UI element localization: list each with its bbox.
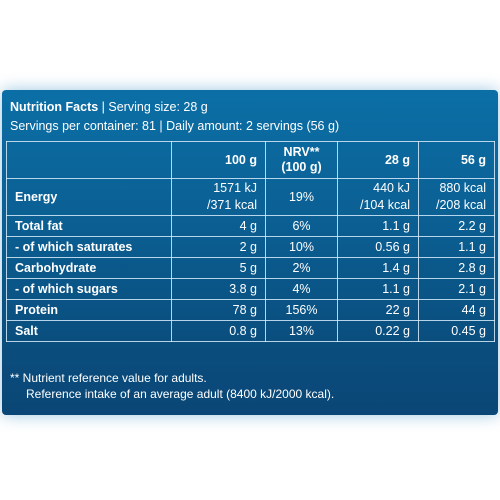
value-100g: 4 g	[171, 215, 266, 237]
value-56g: 2.8 g	[418, 257, 495, 279]
value-100g: 5 g	[171, 257, 266, 279]
table-row: - of which sugars 3.8 g 4% 1.1 g 2.1 g	[6, 278, 495, 300]
col-header-nrv: NRV** (100 g)	[265, 141, 338, 179]
value-nrv: 2%	[265, 257, 338, 279]
energy-100g: 1571 kJ/371 kcal	[171, 178, 266, 216]
value-56g: 2.1 g	[418, 278, 495, 300]
value-nrv: 6%	[265, 215, 338, 237]
col-header-56g: 56 g	[418, 141, 495, 179]
nutrition-facts-panel: Nutrition Facts | Serving size: 28 g Ser…	[2, 90, 498, 415]
table-row-energy: Energy 1571 kJ/371 kcal 19% 440 kJ/104 k…	[6, 178, 495, 216]
value-nrv: 156%	[265, 299, 338, 321]
energy-100g-kj: 1571 kJ	[213, 181, 257, 195]
energy-56g: 880 kcal/208 kcal	[418, 178, 495, 216]
nutrition-header-line1: Nutrition Facts | Serving size: 28 g	[10, 100, 208, 114]
value-28g: 0.22 g	[337, 320, 419, 342]
value-100g: 3.8 g	[171, 278, 266, 300]
col-header-100g: 100 g	[171, 141, 266, 179]
nutrition-table: 100 g NRV** (100 g) 28 g 56 g Energy 1571…	[6, 141, 495, 342]
row-label: Energy	[6, 178, 172, 216]
table-row: - of which saturates 2 g 10% 0.56 g 1.1 …	[6, 236, 495, 258]
header-empty-cell	[6, 141, 172, 179]
row-label: Total fat	[6, 215, 172, 237]
value-28g: 0.56 g	[337, 236, 419, 258]
row-label: - of which sugars	[6, 278, 172, 300]
serving-size: | Serving size: 28 g	[98, 100, 208, 114]
nrv-header-line1: NRV**	[283, 145, 320, 159]
value-56g: 2.2 g	[418, 215, 495, 237]
value-100g: 78 g	[171, 299, 266, 321]
value-nrv: 4%	[265, 278, 338, 300]
energy-28g: 440 kJ/104 kcal	[337, 178, 419, 216]
value-56g: 1.1 g	[418, 236, 495, 258]
table-header-row: 100 g NRV** (100 g) 28 g 56 g	[6, 141, 495, 179]
value-28g: 1.1 g	[337, 215, 419, 237]
energy-28g-kcal: /104 kcal	[359, 198, 410, 212]
nutrition-title: Nutrition Facts	[10, 100, 99, 114]
table-row: Salt 0.8 g 13% 0.22 g 0.45 g	[6, 320, 495, 342]
table-row: Carbohydrate 5 g 2% 1.4 g 2.8 g	[6, 257, 495, 279]
value-28g: 1.1 g	[337, 278, 419, 300]
row-label: Salt	[6, 320, 172, 342]
col-header-28g: 28 g	[337, 141, 419, 179]
footnote-reference-intake: Reference intake of an average adult (84…	[26, 387, 335, 401]
value-100g: 0.8 g	[171, 320, 266, 342]
energy-100g-kcal: /371 kcal	[206, 198, 257, 212]
energy-56g-kj: 880 kcal	[439, 181, 486, 195]
value-nrv: 13%	[265, 320, 338, 342]
value-nrv: 10%	[265, 236, 338, 258]
servings-per-container: Servings per container: 81 | Daily amoun…	[10, 119, 340, 133]
value-100g: 2 g	[171, 236, 266, 258]
value-56g: 0.45 g	[418, 320, 495, 342]
energy-56g-kcal: /208 kcal	[435, 198, 486, 212]
nrv-header-line2: (100 g)	[281, 160, 322, 174]
value-56g: 44 g	[418, 299, 495, 321]
energy-28g-kj: 440 kJ	[373, 181, 410, 195]
table-row: Total fat 4 g 6% 1.1 g 2.2 g	[6, 215, 495, 237]
row-label: - of which saturates	[6, 236, 172, 258]
footnote-nrv: ** Nutrient reference value for adults.	[10, 371, 207, 385]
table-row: Protein 78 g 156% 22 g 44 g	[6, 299, 495, 321]
row-label: Carbohydrate	[6, 257, 172, 279]
value-28g: 1.4 g	[337, 257, 419, 279]
value-28g: 22 g	[337, 299, 419, 321]
energy-nrv: 19%	[265, 178, 338, 216]
row-label: Protein	[6, 299, 172, 321]
